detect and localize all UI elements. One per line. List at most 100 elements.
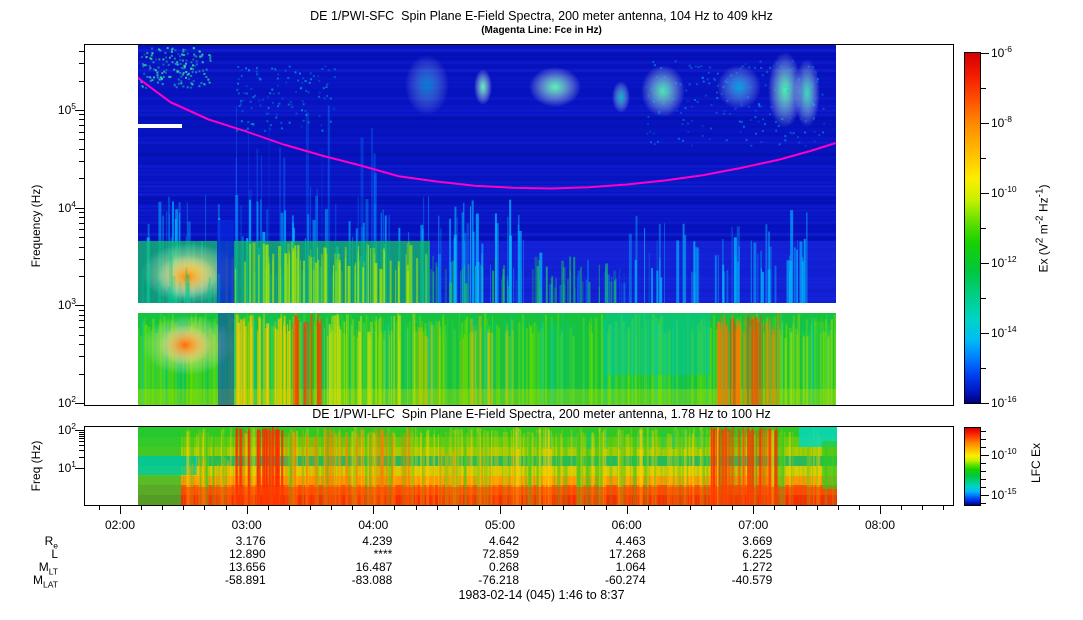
- time-minor-tick: [310, 506, 311, 510]
- ephemeris-value: 3.669: [742, 534, 773, 548]
- ephemeris-value: 4.239: [362, 534, 393, 548]
- sfc-colorbar-canvas: [965, 53, 980, 403]
- ephemeris-value: 1.064: [615, 560, 646, 574]
- time-axis-label: 07:00: [738, 518, 769, 532]
- time-major-tick: [753, 506, 754, 514]
- ephemeris-value: 1.272: [742, 560, 773, 574]
- colorbar-minor-tick: [981, 487, 986, 488]
- colorbar-minor-tick: [981, 503, 986, 504]
- colorbar-minor-tick: [981, 431, 986, 432]
- time-minor-tick: [774, 506, 775, 510]
- time-minor-tick: [563, 506, 564, 510]
- colorbar-tick-label: 10-15: [991, 486, 1017, 502]
- time-minor-tick: [99, 506, 100, 510]
- time-minor-tick: [859, 506, 860, 510]
- freq-minor-tick: [79, 327, 84, 328]
- time-minor-tick: [352, 506, 353, 510]
- time-minor-tick: [289, 506, 290, 510]
- ephemeris-row-label: L: [51, 547, 58, 561]
- ephemeris-row-label: Re: [44, 534, 58, 551]
- time-minor-tick: [711, 506, 712, 510]
- freq-minor-tick: [79, 63, 84, 64]
- time-major-tick: [880, 506, 881, 514]
- colorbar-major-tick: [981, 193, 989, 194]
- time-major-tick: [373, 506, 374, 514]
- freq-minor-tick: [79, 217, 84, 218]
- freq-minor-tick: [79, 344, 84, 345]
- time-minor-tick: [669, 506, 670, 510]
- time-axis-label: 03:00: [231, 518, 262, 532]
- colorbar-minor-tick: [981, 479, 986, 480]
- ephemeris-value: -76.218: [478, 573, 519, 587]
- colorbar-minor-tick: [981, 368, 986, 369]
- time-minor-tick: [521, 506, 522, 510]
- sfc-panel-title: DE 1/PWI-SFC Spin Plane E-Field Spectra,…: [310, 9, 773, 23]
- ephemeris-row-label: MLT: [38, 560, 58, 577]
- freq-tick-label: 102: [57, 394, 76, 410]
- time-minor-tick: [416, 506, 417, 510]
- time-minor-tick: [648, 506, 649, 510]
- time-minor-tick: [331, 506, 332, 510]
- freq-minor-tick: [79, 356, 84, 357]
- time-minor-tick: [690, 506, 691, 510]
- freq-minor-tick: [79, 259, 84, 260]
- freq-minor-tick: [79, 315, 84, 316]
- ephemeris-value: -58.891: [224, 573, 266, 587]
- freq-minor-tick: [79, 441, 84, 442]
- time-minor-tick: [394, 506, 395, 510]
- colorbar-minor-tick: [981, 228, 986, 229]
- freq-minor-tick: [79, 114, 84, 115]
- freq-minor-tick: [79, 457, 84, 458]
- ephemeris-row-label: MLAT: [33, 573, 58, 590]
- time-minor-tick: [437, 506, 438, 510]
- freq-minor-tick: [79, 436, 84, 437]
- colorbar-tick-label: 10-14: [991, 324, 1017, 340]
- lfc-panel-title: DE 1/PWI-LFC Spin Plane E-Field Spectra,…: [312, 407, 771, 421]
- time-minor-tick: [183, 506, 184, 510]
- time-minor-tick: [606, 506, 607, 510]
- freq-minor-tick: [79, 432, 84, 433]
- colorbar-minor-tick: [981, 463, 986, 464]
- ephemeris-value: 72.859: [482, 547, 519, 561]
- colorbar-minor-tick: [981, 88, 986, 89]
- time-minor-tick: [458, 506, 459, 510]
- sfc-panel-subtitle: (Magenta Line: Fce in Hz): [481, 25, 602, 36]
- colorbar-major-tick: [981, 495, 989, 496]
- time-minor-tick: [542, 506, 543, 510]
- freq-minor-tick: [79, 450, 84, 451]
- time-minor-tick: [584, 506, 585, 510]
- colorbar-tick-label: 10-10: [991, 446, 1017, 462]
- ephemeris-value: -60.274: [604, 573, 646, 587]
- colorbar-major-tick: [981, 123, 989, 124]
- time-minor-tick: [796, 506, 797, 510]
- time-major-tick: [247, 506, 248, 514]
- time-minor-tick: [732, 506, 733, 510]
- colorbar-major-tick: [981, 333, 989, 334]
- colorbar-major-tick: [981, 263, 989, 264]
- sfc-colorbar: [964, 52, 981, 404]
- time-axis-label: 04:00: [358, 518, 389, 532]
- ephemeris-value: 0.268: [488, 560, 519, 574]
- ephemeris-value: 4.642: [488, 534, 519, 548]
- time-major-tick: [120, 506, 121, 514]
- freq-minor-tick: [79, 125, 84, 126]
- sfc-panel: [84, 44, 954, 406]
- freq-minor-tick: [79, 237, 84, 238]
- ephemeris-value: 4.463: [615, 534, 646, 548]
- freq-tick-label: 104: [57, 198, 76, 215]
- lfc-colorbar: [964, 427, 981, 506]
- freq-minor-tick: [79, 119, 84, 120]
- colorbar-tick-label: 10-10: [991, 184, 1017, 200]
- colorbar-minor-tick: [981, 158, 986, 159]
- freq-minor-tick: [79, 229, 84, 230]
- time-axis-label: 08:00: [864, 518, 896, 532]
- time-minor-tick: [901, 506, 902, 510]
- ephemeris-value: 3.176: [235, 534, 266, 548]
- freq-minor-tick: [79, 223, 84, 224]
- colorbar-tick-label: 10-12: [991, 254, 1017, 270]
- lfc-spectrogram-canvas: [85, 427, 953, 505]
- time-minor-tick: [268, 506, 269, 510]
- lfc-panel: [84, 426, 954, 506]
- freq-minor-tick: [79, 247, 84, 248]
